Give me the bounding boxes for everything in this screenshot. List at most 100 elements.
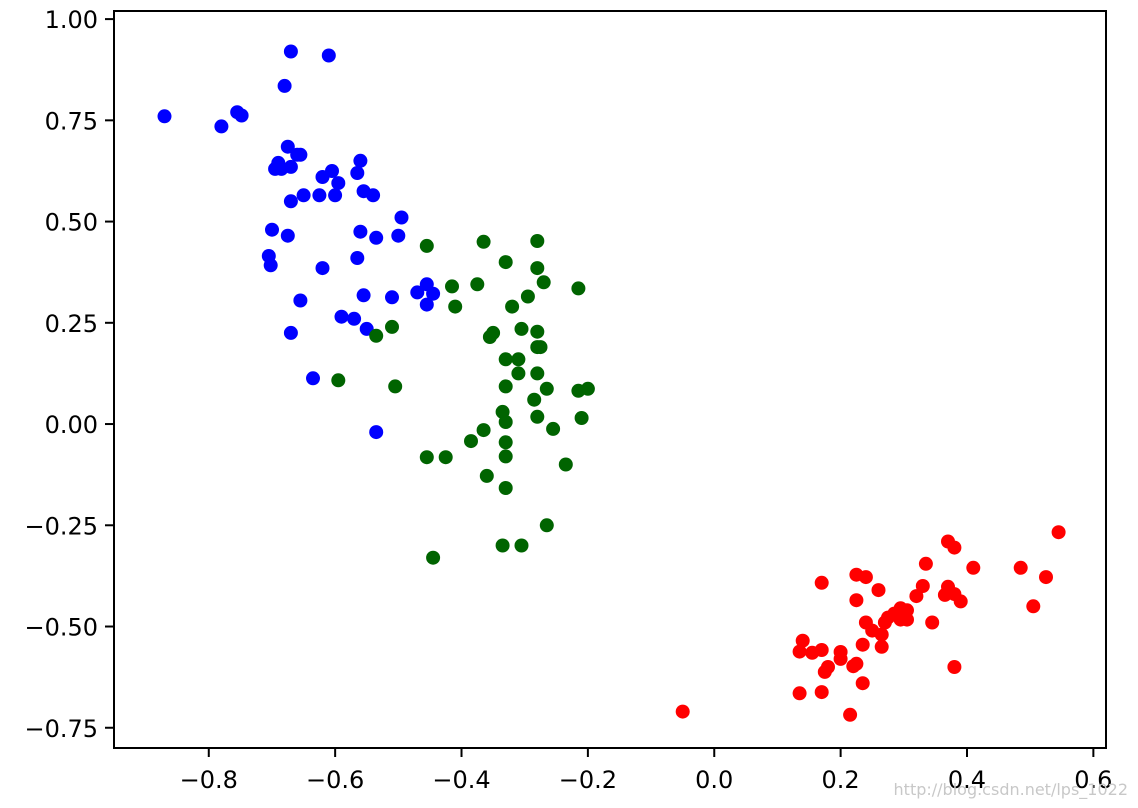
- data-point: [947, 540, 962, 555]
- x-tick-label: −0.6: [306, 766, 364, 794]
- data-point: [909, 589, 924, 604]
- data-point: [356, 288, 371, 303]
- data-point: [350, 251, 365, 265]
- data-point: [498, 255, 513, 270]
- data-point: [482, 330, 497, 344]
- x-tick-label: −0.2: [559, 766, 617, 794]
- data-point: [546, 421, 561, 436]
- y-tick-label: −0.75: [24, 715, 98, 743]
- data-point: [331, 176, 346, 191]
- data-point: [1051, 525, 1066, 540]
- data-point: [1026, 599, 1041, 614]
- y-tick-label: −0.25: [24, 512, 98, 540]
- data-point: [871, 583, 886, 598]
- data-point: [947, 660, 962, 674]
- data-point: [347, 311, 362, 326]
- data-point: [306, 371, 320, 386]
- data-point: [539, 518, 554, 533]
- data-point: [438, 450, 453, 465]
- data-point: [874, 627, 889, 642]
- x-tick-label: −0.8: [180, 766, 238, 794]
- data-point: [925, 615, 940, 630]
- data-point: [410, 285, 425, 300]
- data-point: [265, 222, 279, 237]
- data-point: [530, 261, 545, 276]
- data-point: [536, 275, 551, 290]
- data-point: [877, 615, 892, 630]
- data-point: [966, 560, 981, 575]
- data-point: [312, 188, 327, 203]
- data-point: [283, 159, 298, 174]
- data-point: [675, 704, 690, 719]
- data-point: [280, 228, 295, 243]
- data-point: [530, 324, 545, 339]
- data-point: [511, 366, 526, 381]
- data-point: [511, 352, 526, 367]
- data-point: [350, 166, 365, 180]
- data-point: [353, 224, 368, 239]
- y-tick-label: 0.00: [45, 411, 98, 439]
- x-tick-label: −0.4: [432, 766, 490, 794]
- data-point: [331, 373, 346, 388]
- x-tick-label: 0.4: [948, 766, 986, 794]
- data-point: [498, 449, 513, 464]
- data-point: [353, 153, 368, 168]
- points-layer: [157, 44, 1066, 722]
- data-point: [315, 261, 330, 276]
- data-point: [385, 290, 399, 305]
- data-point: [369, 328, 384, 343]
- data-point: [558, 457, 573, 472]
- data-point: [527, 392, 542, 407]
- data-point: [814, 643, 829, 657]
- y-tick-label: 0.50: [45, 209, 98, 237]
- data-point: [530, 366, 545, 381]
- data-point: [277, 78, 292, 93]
- data-point: [1039, 570, 1053, 585]
- plot-frame: [113, 10, 1107, 749]
- data-point: [533, 340, 548, 355]
- data-point: [293, 147, 308, 162]
- data-point: [833, 651, 848, 666]
- data-point: [464, 434, 478, 449]
- data-point: [495, 538, 510, 553]
- data-point: [520, 289, 535, 304]
- data-point: [843, 707, 858, 722]
- data-point: [874, 639, 889, 654]
- data-point: [539, 381, 554, 396]
- data-point: [419, 450, 434, 465]
- data-point: [571, 281, 586, 296]
- data-point: [366, 188, 381, 203]
- data-point: [795, 633, 810, 648]
- data-point: [849, 593, 864, 608]
- y-tick-label: −0.50: [24, 614, 98, 642]
- data-point: [792, 644, 807, 659]
- data-point: [918, 556, 933, 571]
- data-point: [514, 538, 529, 553]
- data-point: [394, 210, 409, 225]
- data-point: [445, 279, 459, 294]
- data-point: [293, 293, 308, 308]
- data-point: [283, 194, 298, 209]
- data-point: [369, 230, 384, 245]
- data-point: [505, 299, 520, 314]
- data-point: [448, 299, 463, 314]
- data-point: [817, 664, 832, 679]
- data-point: [419, 238, 434, 253]
- data-point: [334, 309, 349, 324]
- data-point: [574, 411, 589, 425]
- data-point: [900, 612, 914, 627]
- data-point: [426, 550, 441, 565]
- data-point: [263, 258, 278, 273]
- data-point: [419, 297, 434, 312]
- data-point: [855, 676, 870, 691]
- data-point: [498, 481, 513, 495]
- data-point: [915, 579, 930, 593]
- data-point: [426, 286, 441, 301]
- data-point: [953, 594, 968, 609]
- x-axis: −0.8 −0.6 −0.4 −0.2 0.0 0.2 0.4 0.6: [180, 748, 1112, 794]
- data-point: [325, 164, 339, 178]
- data-point: [280, 139, 295, 154]
- data-point: [858, 570, 873, 585]
- data-point: [792, 686, 807, 701]
